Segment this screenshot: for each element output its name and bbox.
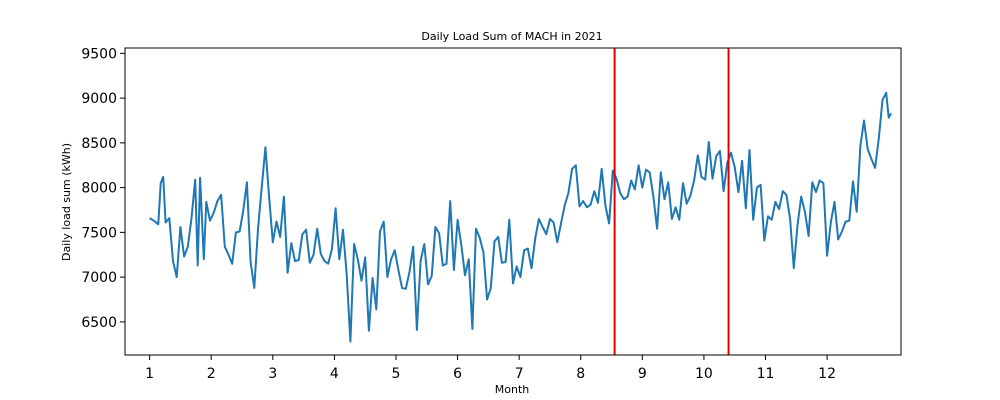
x-tick-label: 5 <box>392 366 401 382</box>
x-tick-label: 8 <box>576 366 585 382</box>
x-axis-label: Month <box>495 383 530 396</box>
series-line-0 <box>149 91 892 343</box>
y-tick-label: 8500 <box>81 136 117 152</box>
x-tick-label: 12 <box>818 366 836 382</box>
x-tick-label: 3 <box>268 366 277 382</box>
x-tick-label: 1 <box>145 366 154 382</box>
x-tick-label: 4 <box>330 366 339 382</box>
y-tick-label: 6500 <box>81 315 117 331</box>
y-tick-label: 7500 <box>81 225 117 241</box>
plot-area <box>149 48 892 355</box>
y-tick-label: 9000 <box>81 91 117 107</box>
x-tick-label: 6 <box>453 366 462 382</box>
x-tick-label: 11 <box>757 366 775 382</box>
x-tick-label: 9 <box>638 366 647 382</box>
y-axis-label: Daily load sum (kWh) <box>60 143 73 261</box>
plot-frame <box>124 47 902 356</box>
y-tick-label: 8000 <box>81 181 117 197</box>
y-tick-label: 7000 <box>81 270 117 286</box>
y-tick-label: 9500 <box>81 46 117 62</box>
chart-title: Daily Load Sum of MACH in 2021 <box>421 30 602 43</box>
x-tick-label: 10 <box>695 366 713 382</box>
x-tick-label: 2 <box>207 366 216 382</box>
x-tick-label: 7 <box>515 366 524 382</box>
